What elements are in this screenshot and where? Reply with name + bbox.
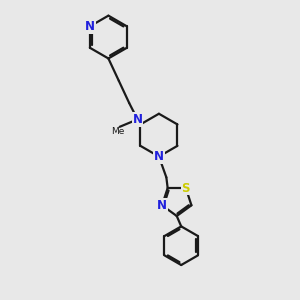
Text: N: N <box>85 20 95 33</box>
Text: S: S <box>182 182 190 194</box>
Text: N: N <box>157 199 167 212</box>
Text: N: N <box>154 150 164 163</box>
Text: N: N <box>133 113 142 126</box>
Text: Me: Me <box>112 127 125 136</box>
